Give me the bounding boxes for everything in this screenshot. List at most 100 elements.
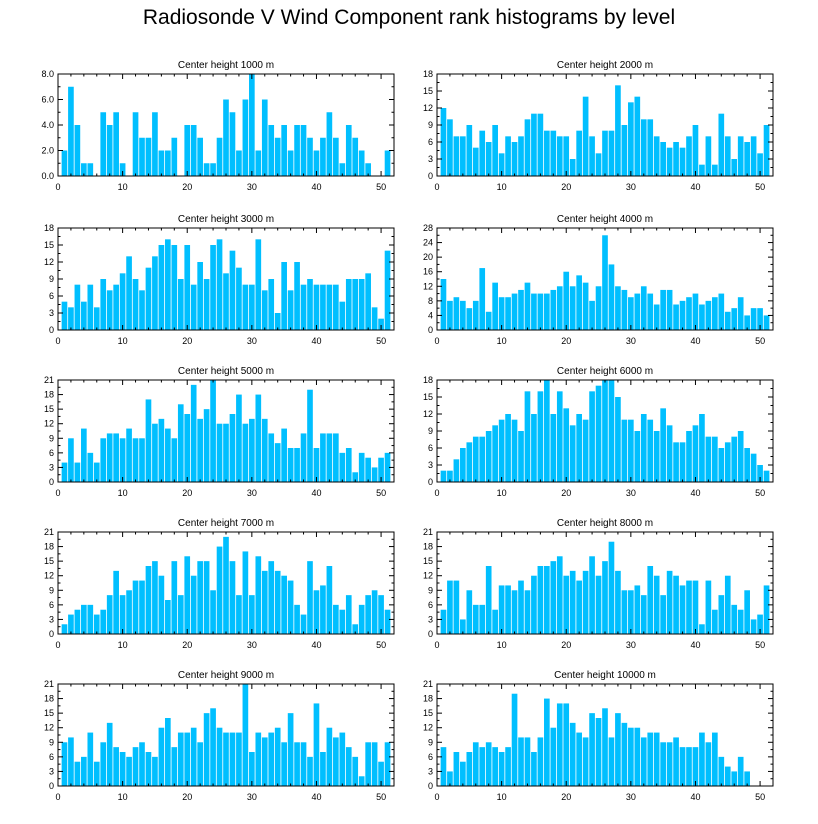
histogram-bar xyxy=(242,551,249,634)
histogram-bar xyxy=(472,436,479,482)
histogram-bar xyxy=(320,585,326,634)
histogram-bar xyxy=(466,442,473,482)
histogram-bar xyxy=(679,585,686,634)
histogram-bar xyxy=(485,431,492,482)
y-tick-label: 15 xyxy=(44,708,54,718)
histogram-bar xyxy=(197,262,203,330)
histogram-bar xyxy=(479,604,486,634)
histogram-bar xyxy=(673,304,679,330)
histogram-bar xyxy=(492,282,498,330)
histogram-bar xyxy=(589,713,595,786)
y-tick-label: 9 xyxy=(428,426,433,436)
histogram-panel-4: Center height 4000 m 0 10 20 30 40 50 0 4 8 12 16 20… xyxy=(423,214,774,346)
histogram-bar xyxy=(74,609,81,634)
histogram-bar xyxy=(589,391,595,482)
x-tick-label: 0 xyxy=(55,336,60,346)
histogram-bar xyxy=(686,297,692,330)
histogram-bar xyxy=(453,752,460,786)
histogram-bar xyxy=(692,580,699,634)
chart-main-title: Radiosonde V Wind Component rank histogr… xyxy=(142,6,676,29)
x-tick-label: 0 xyxy=(55,182,60,192)
x-tick-label: 30 xyxy=(626,488,636,498)
histogram-bar xyxy=(139,137,145,176)
histogram-bar xyxy=(582,282,589,330)
histogram-bar xyxy=(505,297,511,330)
x-tick-label: 20 xyxy=(561,792,571,802)
histogram-bar xyxy=(763,585,770,634)
histogram-bar xyxy=(313,703,320,786)
histogram-bar xyxy=(74,125,81,176)
y-tick-label: 18 xyxy=(423,69,433,79)
histogram-panel-7: Center height 7000 m 0 10 20 30 40 50 0 3 6 9 12 15 1… xyxy=(44,518,395,650)
x-tick-label: 30 xyxy=(626,792,636,802)
histogram-bar xyxy=(731,159,738,176)
histogram-bar xyxy=(339,452,346,482)
histogram-bar xyxy=(615,713,621,786)
histogram-bar xyxy=(358,150,365,176)
histogram-bar xyxy=(320,137,326,176)
histogram-bar xyxy=(550,561,557,634)
histogram-bar xyxy=(653,575,660,634)
histogram-bar xyxy=(384,742,391,786)
histogram-bar xyxy=(511,590,518,634)
y-tick-label: 3 xyxy=(428,766,433,776)
histogram-bar xyxy=(472,742,479,786)
histogram-bar xyxy=(81,604,87,634)
histogram-bar xyxy=(673,142,679,176)
histogram-bar xyxy=(537,737,544,786)
histogram-bar xyxy=(705,580,712,634)
x-tick-label: 0 xyxy=(434,792,439,802)
histogram-bar xyxy=(757,153,763,176)
histogram-bar xyxy=(537,113,544,176)
x-tick-label: 50 xyxy=(376,488,386,498)
histogram-bar xyxy=(602,708,608,786)
y-tick-label: 6 xyxy=(49,600,54,610)
histogram-bar xyxy=(242,423,249,482)
histogram-bar xyxy=(615,85,621,176)
histogram-bar xyxy=(333,737,339,786)
histogram-bar xyxy=(145,566,152,634)
panel-title: Center height 9000 m xyxy=(178,670,274,681)
x-tick-label: 30 xyxy=(626,640,636,650)
histogram-bar xyxy=(731,308,738,330)
histogram-bar xyxy=(177,732,184,786)
histogram-bar xyxy=(647,119,654,176)
histogram-bar xyxy=(679,147,686,176)
histogram-bar xyxy=(582,419,589,482)
histogram-bar xyxy=(621,419,628,482)
histogram-bar xyxy=(203,409,210,482)
y-tick-label: 21 xyxy=(423,679,433,689)
histogram-bar xyxy=(249,418,255,482)
histogram-bar xyxy=(261,737,268,786)
histogram-bar xyxy=(93,614,100,634)
x-tick-label: 30 xyxy=(247,182,257,192)
histogram-bar xyxy=(505,747,511,786)
histogram-bar xyxy=(261,290,268,330)
x-tick-label: 30 xyxy=(626,336,636,346)
y-tick-label: 20 xyxy=(423,252,433,262)
histogram-bar xyxy=(171,747,178,786)
histogram-bar xyxy=(660,289,666,330)
histogram-bar xyxy=(479,747,486,786)
histogram-bar xyxy=(511,419,518,482)
histogram-bar xyxy=(87,604,94,634)
histogram-bar xyxy=(100,112,107,176)
histogram-bar xyxy=(686,431,692,482)
x-tick-label: 10 xyxy=(118,792,128,802)
histogram-bar xyxy=(472,604,479,634)
histogram-bar xyxy=(87,452,94,482)
histogram-bar xyxy=(679,300,686,330)
histogram-bar xyxy=(718,293,725,330)
x-tick-label: 10 xyxy=(118,640,128,650)
histogram-bar xyxy=(524,590,531,634)
histogram-bar xyxy=(352,472,359,482)
histogram-bar xyxy=(87,163,94,176)
y-tick-label: 0 xyxy=(49,325,54,335)
histogram-bar xyxy=(223,273,229,330)
histogram-bar xyxy=(223,732,229,786)
histogram-bar xyxy=(313,448,320,482)
histogram-bar xyxy=(210,708,216,786)
histogram-bar xyxy=(460,448,466,482)
x-tick-label: 50 xyxy=(376,336,386,346)
histogram-bar xyxy=(93,761,100,786)
